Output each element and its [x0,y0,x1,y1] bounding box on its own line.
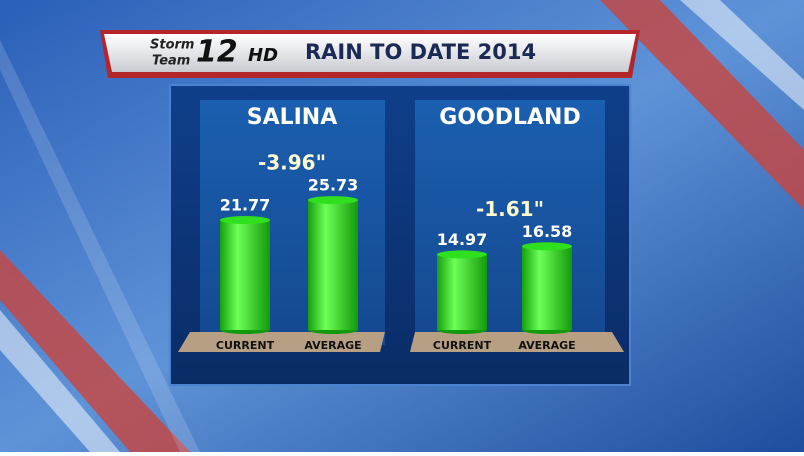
stripe [0,250,190,452]
category-label: AVERAGE [518,339,575,352]
bar-cap [308,196,358,205]
stripe [600,0,804,210]
bar-cap [437,250,487,259]
category-label: CURRENT [216,339,275,352]
platform [178,332,385,352]
value-label: 14.97 [437,230,488,249]
bar-cap [220,216,270,225]
banner [104,34,636,72]
annotation: -1.61" [476,197,544,221]
banner-title: RAIN TO DATE 2014 [305,40,536,64]
bar-cap [522,242,572,251]
bar [308,200,358,330]
value-label: 16.58 [522,222,573,241]
stripe [0,40,200,452]
chart-title: SALINA [247,105,338,130]
logo-number: 12 [196,35,238,70]
bar [522,246,572,330]
value-label: 21.77 [220,196,271,215]
value-label: 25.73 [308,176,359,195]
category-label: AVERAGE [304,339,361,352]
bar [437,254,487,330]
bar [220,220,270,330]
chart-title: GOODLAND [439,105,580,130]
annotation: -3.96" [258,151,326,175]
stripe [680,0,804,110]
logo-text: Storm [150,38,194,53]
stripe [0,310,120,452]
platform [410,332,624,352]
logo-text: Team [152,54,190,69]
category-label: CURRENT [433,339,492,352]
logo-suffix: HD [248,45,278,66]
